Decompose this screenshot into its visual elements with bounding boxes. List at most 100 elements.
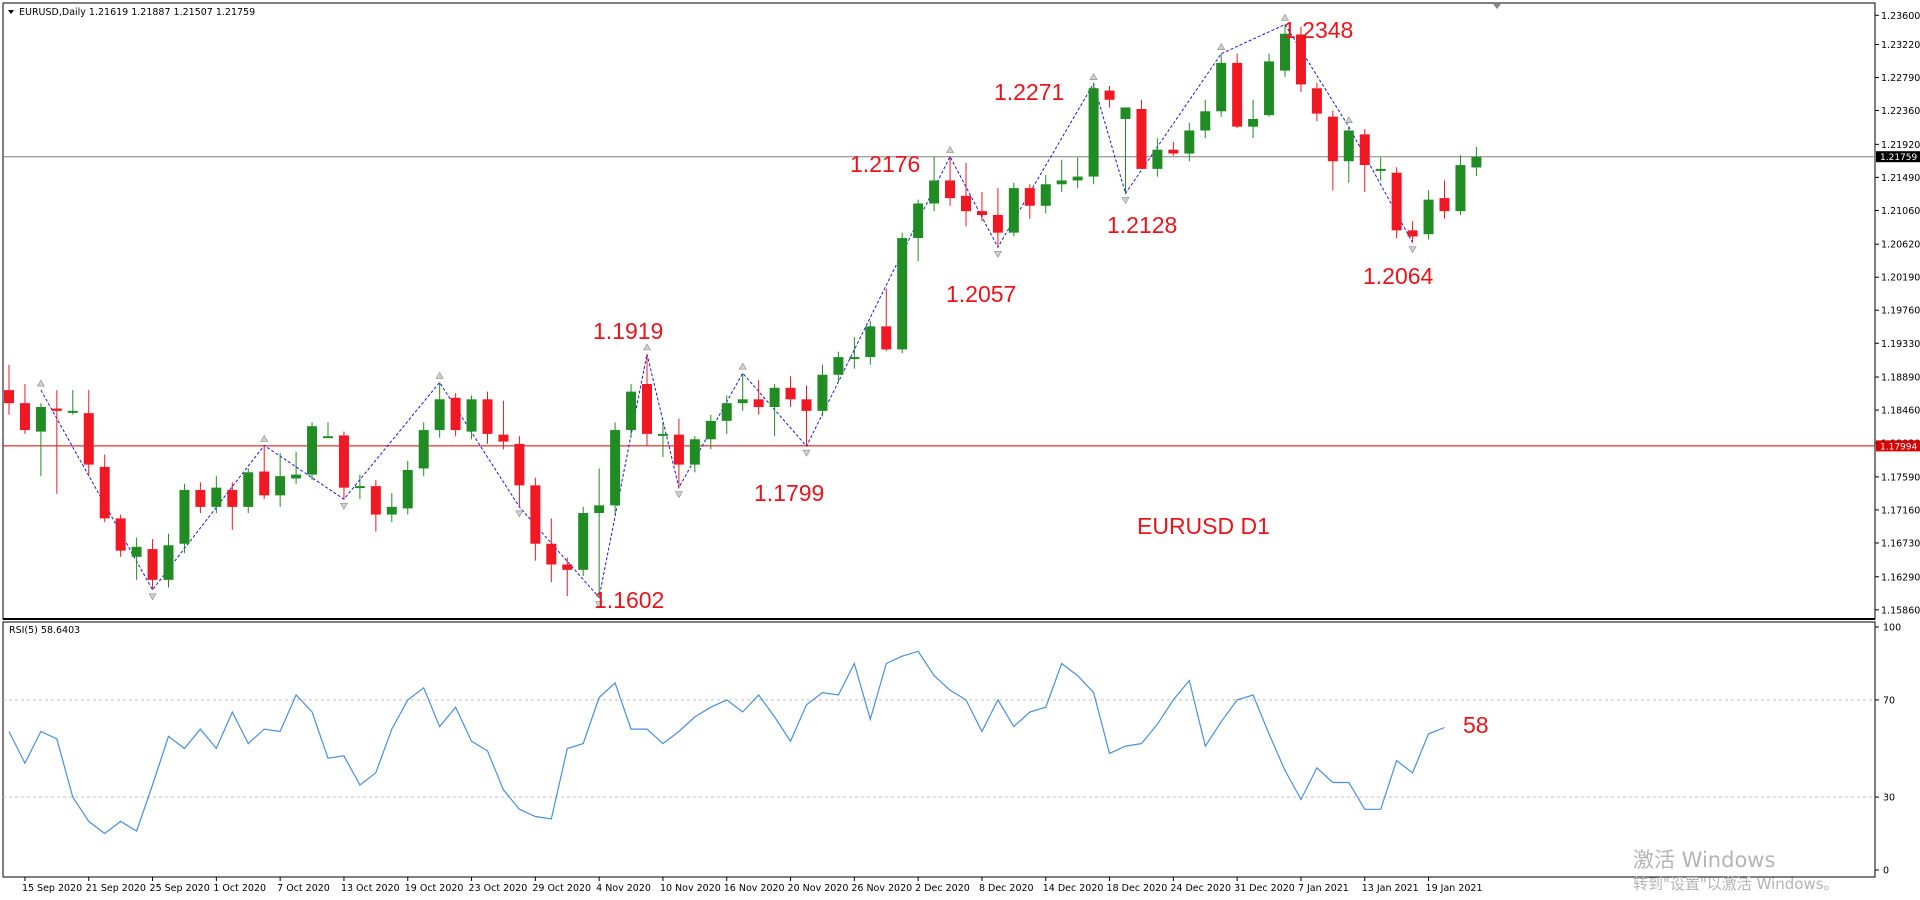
candle-body (1327, 116, 1338, 162)
candle-body (307, 426, 318, 475)
date-tick-label: 10 Nov 2020 (660, 883, 721, 894)
zigzag-arrow-18 (1344, 116, 1353, 123)
zigzag-arrow-4 (339, 502, 348, 510)
date-tick-label: 26 Nov 2020 (851, 883, 912, 894)
candle-32 (498, 400, 509, 450)
candle-body (849, 357, 860, 360)
candle-body (913, 203, 924, 239)
candle-body (1359, 134, 1370, 166)
zigzag-arrow-19 (1408, 246, 1417, 254)
candle-30 (466, 395, 477, 440)
candle-38 (594, 468, 605, 598)
date-tick-label: 13 Jan 2021 (1362, 883, 1419, 894)
candle-65 (1024, 184, 1035, 219)
candle-57 (897, 232, 908, 354)
candle-body (1280, 33, 1290, 71)
candle-body (976, 211, 987, 215)
candle-5 (67, 390, 78, 415)
candle-body (1120, 107, 1131, 119)
date-tick-label: 16 Nov 2020 (724, 883, 785, 894)
swing-label-1-2064: 1.2064 (1363, 263, 1434, 289)
candle-body (19, 403, 30, 431)
swing-label-1-1919: 1.1919 (593, 318, 663, 344)
candle-body (689, 439, 700, 465)
candle-77 (1216, 53, 1227, 117)
zigzag-arrow-1 (36, 379, 45, 387)
price-tick-label: 1.22790 (1881, 73, 1920, 84)
candle-body (737, 399, 748, 404)
candle-body (514, 443, 525, 486)
swing-label-1-2176: 1.2176 (850, 151, 920, 177)
date-tick-label: 24 Dec 2020 (1170, 883, 1231, 894)
windows-activation-hint: 转到"设置"以激活 Windows。 (1633, 875, 1839, 893)
price-tick-label: 1.16730 (1881, 538, 1920, 549)
candle-37 (578, 506, 589, 576)
candle-body (1136, 108, 1147, 169)
candle-body (275, 476, 286, 496)
candle-body (1407, 230, 1418, 237)
swing-label-1-2057: 1.2057 (946, 281, 1016, 307)
candle-body (386, 506, 397, 515)
candle-body (434, 399, 445, 431)
candle-31 (482, 391, 493, 444)
chart-menu-triangle-icon[interactable] (8, 10, 14, 14)
price-tick-label: 1.19330 (1881, 339, 1920, 350)
date-tick-label: 1 Oct 2020 (213, 883, 266, 894)
candle-body (1168, 149, 1179, 154)
date-tick-label: 18 Dec 2020 (1107, 883, 1168, 894)
candle-84 (1327, 110, 1338, 191)
candle-body (1295, 34, 1306, 85)
candle-body (673, 434, 684, 465)
candle-body (785, 387, 796, 400)
swing-label-1-2128: 1.2128 (1107, 212, 1177, 238)
candle-26 (402, 460, 413, 515)
candle-22 (338, 431, 349, 500)
candle-42 (657, 422, 668, 457)
candle-body (291, 474, 302, 479)
price-tick-label: 1.19760 (1881, 306, 1920, 317)
candle-body (195, 489, 206, 507)
candle-86 (1359, 128, 1370, 192)
candle-11 (163, 533, 174, 588)
candle-93 (1471, 146, 1482, 177)
candle-91 (1439, 180, 1450, 219)
candle-body (482, 399, 493, 434)
candle-39 (610, 422, 621, 515)
candle-body (562, 564, 573, 570)
candle-88 (1391, 167, 1402, 239)
candle-body (546, 543, 557, 565)
candle-body (67, 410, 78, 413)
line-price-tag: 1.17994 (1876, 440, 1920, 452)
date-tick-label: 13 Oct 2020 (341, 883, 400, 894)
date-axis: 15 Sep 2020 21 Sep 2020 25 Sep 2020 1 Oct 2… (22, 877, 1483, 894)
candle-body (51, 408, 62, 411)
candle-54 (849, 337, 860, 369)
candle-35 (546, 518, 557, 583)
candlesticks (4, 24, 1482, 598)
candle-body (881, 326, 892, 350)
candle-55 (865, 320, 876, 365)
chart-shift-marker-icon[interactable] (1493, 4, 1501, 9)
price-tick-label: 1.20190 (1881, 273, 1920, 284)
candle-51 (801, 385, 812, 447)
zigzag-arrow-8 (642, 343, 652, 351)
candle-60 (945, 156, 956, 206)
date-tick-label: 29 Oct 2020 (532, 883, 591, 894)
candle-59 (929, 156, 940, 212)
candle-body (753, 399, 764, 408)
candle-71 (1120, 107, 1131, 194)
zigzag-arrow-2 (148, 593, 157, 601)
price-axis: 1.23600 1.23220 1.22790 1.22360 1.21920 1.214… (1875, 11, 1920, 616)
candle-23 (354, 474, 365, 500)
svg-text:1.17994: 1.17994 (1880, 442, 1917, 452)
candle-2 (19, 383, 30, 434)
candle-21 (323, 422, 333, 439)
candle-body (721, 403, 732, 421)
date-tick-label: 4 Nov 2020 (596, 883, 651, 894)
candle-12 (179, 483, 190, 553)
candle-61 (961, 162, 971, 227)
candle-87 (1375, 157, 1386, 181)
candle-body (227, 489, 238, 507)
